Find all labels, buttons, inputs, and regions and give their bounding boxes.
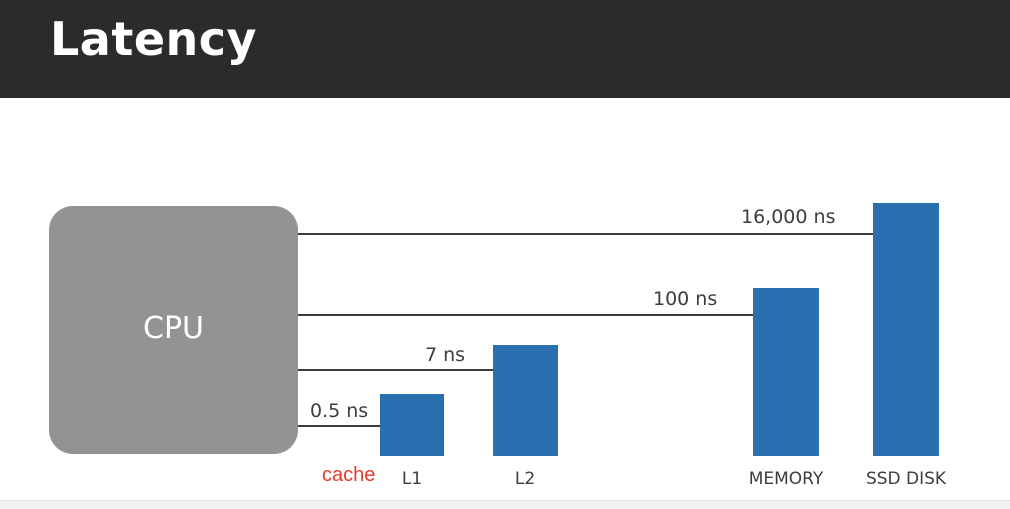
latency-label-ssd-disk: 16,000 ns <box>741 206 836 228</box>
connector-line-l2 <box>298 369 493 371</box>
cpu-label: CPU <box>143 311 204 346</box>
connector-line-ssd-disk <box>298 233 873 235</box>
category-label-memory: MEMORY <box>748 469 824 489</box>
category-label-ssd-disk: SSD DISK <box>865 469 947 489</box>
connector-line-l1 <box>298 425 380 427</box>
category-label-l2: L2 <box>514 469 536 489</box>
latency-label-l2: 7 ns <box>425 344 466 366</box>
latency-label-memory: 100 ns <box>653 288 718 310</box>
bar-ssd-disk <box>873 203 939 456</box>
cpu-box: CPU <box>49 206 298 454</box>
bar-l2 <box>493 345 558 456</box>
footer-strip <box>0 500 1010 509</box>
bar-memory <box>753 288 819 456</box>
connector-line-memory <box>298 314 753 316</box>
category-label-l1: L1 <box>401 469 423 489</box>
header-bar: Latency <box>0 0 1010 98</box>
latency-label-l1: 0.5 ns <box>310 400 369 422</box>
page-title: Latency <box>50 12 258 66</box>
bar-l1 <box>380 394 444 456</box>
cache-annotation: cache <box>322 464 376 486</box>
